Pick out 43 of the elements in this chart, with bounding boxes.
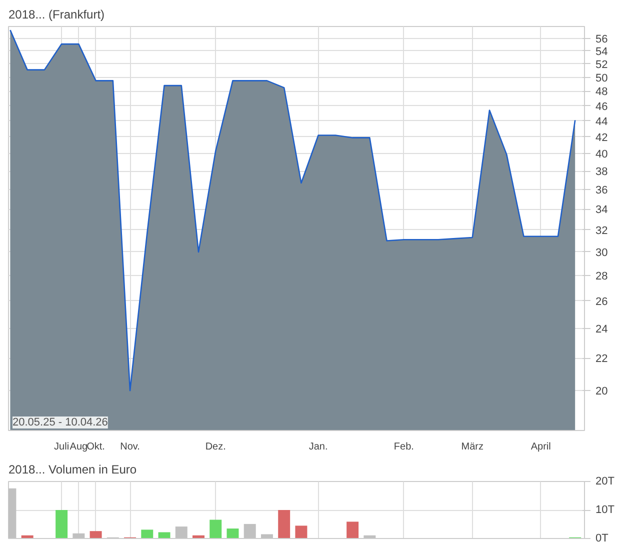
y-tick-label: 20 [596, 386, 608, 398]
y-tick-label: 38 [596, 166, 608, 178]
y-tick-label: 0T [596, 532, 609, 544]
y-tick-label: 40 [596, 148, 608, 161]
chart-title: 2018... (Frankfurt) [8, 8, 105, 22]
x-tick-label: Nov. [120, 442, 140, 452]
bar [56, 510, 68, 538]
y-tick-label: 44 [596, 116, 608, 128]
bar [226, 528, 239, 538]
x-tick-label: Okt. [86, 442, 105, 452]
y-tick-label: 10T [596, 504, 615, 516]
x-tick-label: April [530, 442, 551, 452]
y-tick-label: 50 [596, 72, 608, 84]
y-tick-label: 52 [596, 58, 608, 71]
y-tick-label: 28 [596, 270, 608, 283]
x-tick-label: Feb. [394, 442, 414, 452]
x-tick-label: Jan. [308, 442, 328, 452]
y-tick-label: 46 [596, 100, 608, 113]
y-tick-label: 30 [596, 246, 608, 259]
y-tick-label: 36 [596, 184, 608, 197]
y-tick-label: 34 [596, 204, 608, 216]
chart-title: 2018... Volumen in Euro [8, 462, 137, 476]
y-tick-label: 48 [596, 86, 608, 98]
x-tick-label: Dez. [205, 442, 226, 452]
y-tick-label: 20T [596, 476, 615, 488]
bar [346, 522, 359, 538]
y-tick-label: 54 [596, 46, 608, 58]
annotation: 20.05.25 - 10.04.26 [12, 416, 108, 428]
bar [295, 526, 308, 538]
y-tick-label: 56 [596, 34, 608, 46]
y-tick-label: 24 [596, 323, 608, 336]
x-tick-label: März [461, 442, 484, 452]
bar [278, 510, 290, 538]
x-tick-label: Aug [70, 442, 88, 452]
bar [90, 531, 102, 538]
y-tick-label: 32 [596, 224, 608, 237]
y-tick-label: 42 [596, 132, 608, 144]
bar [141, 530, 154, 538]
x-tick-label: Juli [54, 442, 70, 452]
y-tick-label: 22 [596, 353, 608, 366]
bar [158, 532, 170, 538]
bar [210, 520, 222, 538]
y-tick-label: 26 [596, 296, 608, 308]
